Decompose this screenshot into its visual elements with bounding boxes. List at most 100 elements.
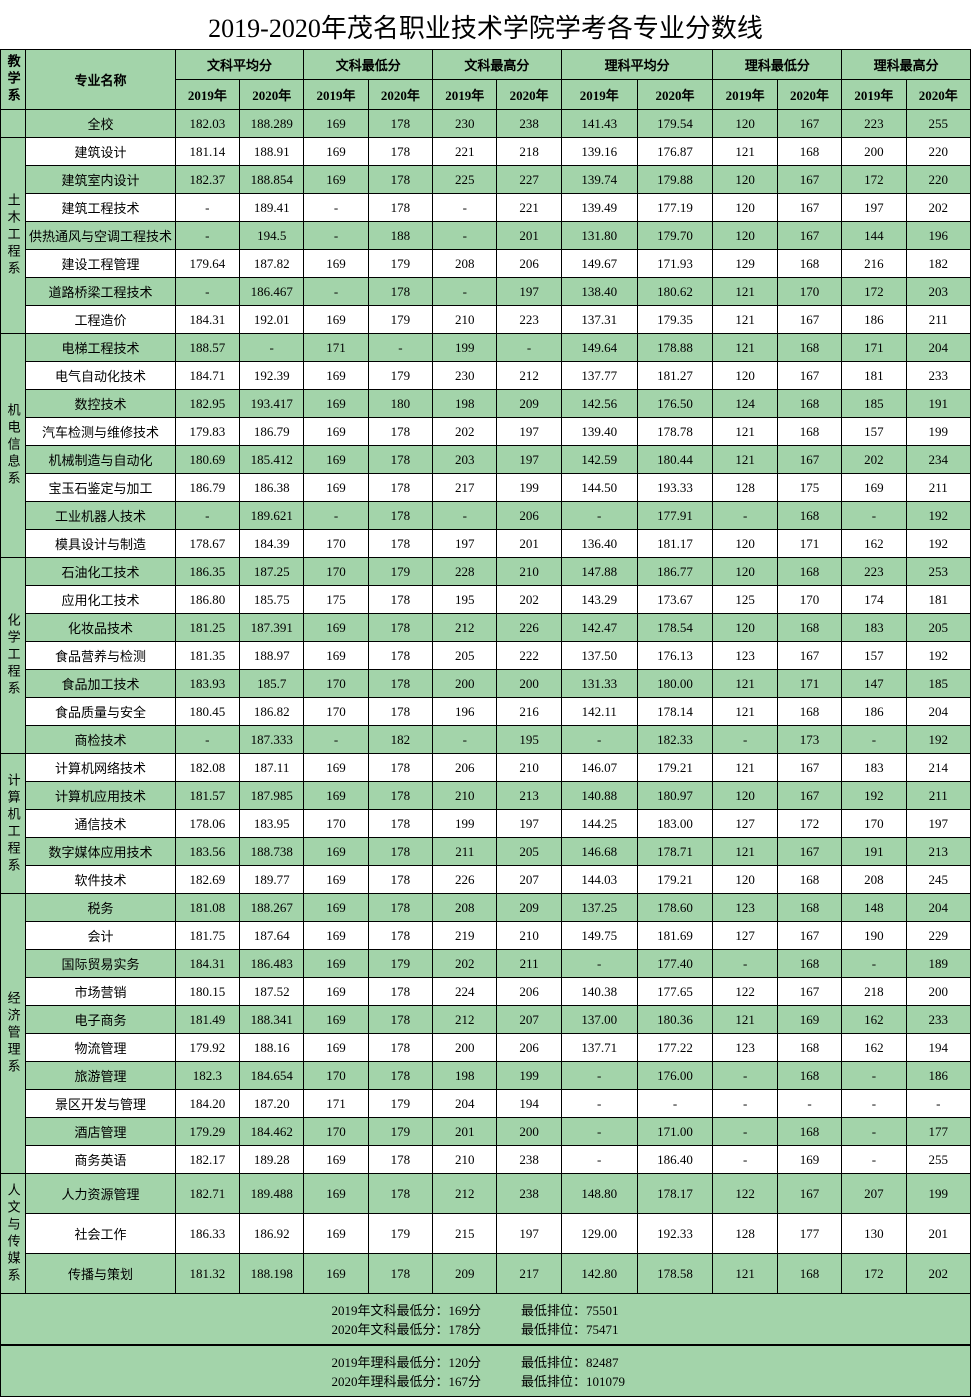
cell: 178: [368, 978, 432, 1006]
page-title: 2019-2020年茂名职业技术学院学考各专业分数线: [0, 0, 971, 49]
cell: 178: [368, 642, 432, 670]
cell: 200: [906, 978, 970, 1006]
cell: 188.854: [240, 166, 304, 194]
cell: 169: [304, 894, 368, 922]
header-group: 理科最低分: [713, 50, 842, 80]
cell: 171: [777, 530, 841, 558]
header-year: 2019年: [175, 80, 239, 110]
cell: 206: [497, 250, 561, 278]
cell: 182: [906, 250, 970, 278]
cell: 178: [368, 866, 432, 894]
table-row: 全校182.03188.289169178230238141.43179.541…: [1, 110, 971, 138]
cell: 178: [368, 1006, 432, 1034]
cell: 178.88: [637, 334, 713, 362]
cell: 179: [368, 1090, 432, 1118]
cell: 210: [433, 1146, 497, 1174]
cell: 142.80: [561, 1254, 637, 1294]
header-year: 2020年: [777, 80, 841, 110]
cell: 184.31: [175, 950, 239, 978]
cell: 215: [433, 1214, 497, 1254]
cell: 179.21: [637, 866, 713, 894]
cell: 142.56: [561, 390, 637, 418]
cell: 213: [906, 838, 970, 866]
cell: 200: [497, 670, 561, 698]
cell: 187.11: [240, 754, 304, 782]
cell: 宝玉石鉴定与加工: [26, 474, 175, 502]
cell: 157: [842, 642, 906, 670]
cell: 176.50: [637, 390, 713, 418]
cell: 136.40: [561, 530, 637, 558]
cell: 128: [713, 1214, 777, 1254]
dept-cell: 人文与传媒系: [1, 1174, 26, 1294]
cell: 202: [433, 418, 497, 446]
cell: 181: [842, 362, 906, 390]
header-group: 文科最低分: [304, 50, 433, 80]
header-year: 2019年: [304, 80, 368, 110]
cell: 模具设计与制造: [26, 530, 175, 558]
cell: -: [304, 194, 368, 222]
cell: 212: [433, 614, 497, 642]
cell: 230: [433, 110, 497, 138]
cell: 217: [433, 474, 497, 502]
cell: 167: [777, 362, 841, 390]
cell: 182.95: [175, 390, 239, 418]
cell: 汽车检测与维修技术: [26, 418, 175, 446]
cell: 187.333: [240, 726, 304, 754]
cell: 168: [777, 558, 841, 586]
cell: 238: [497, 110, 561, 138]
cell: 167: [777, 642, 841, 670]
cell: -: [175, 502, 239, 530]
cell: 景区开发与管理: [26, 1090, 175, 1118]
cell: 149.75: [561, 922, 637, 950]
cell: 180.15: [175, 978, 239, 1006]
cell: 193.33: [637, 474, 713, 502]
cell: 192: [906, 642, 970, 670]
cell: 176.00: [637, 1062, 713, 1090]
cell: 188.198: [240, 1254, 304, 1294]
cell: 172: [842, 166, 906, 194]
cell: 酒店管理: [26, 1118, 175, 1146]
cell: 188: [368, 222, 432, 250]
header-group: 文科平均分: [175, 50, 304, 80]
cell: 201: [906, 1214, 970, 1254]
cell: 120: [713, 530, 777, 558]
table-row: 软件技术182.69189.77169178226207144.03179.21…: [1, 866, 971, 894]
cell: 147: [842, 670, 906, 698]
cell: 137.71: [561, 1034, 637, 1062]
cell: 178: [368, 1254, 432, 1294]
cell: 205: [906, 614, 970, 642]
cell: 179: [368, 362, 432, 390]
cell: 食品质量与安全: [26, 698, 175, 726]
cell: 144.50: [561, 474, 637, 502]
cell: 233: [906, 362, 970, 390]
cell: 石油化工技术: [26, 558, 175, 586]
cell: 209: [433, 1254, 497, 1294]
cell: 223: [497, 306, 561, 334]
cell: -: [842, 1146, 906, 1174]
cell: 176.87: [637, 138, 713, 166]
cell: 180.44: [637, 446, 713, 474]
cell: 121: [713, 306, 777, 334]
cell: 120: [713, 110, 777, 138]
cell: 222: [497, 642, 561, 670]
table-row: 经济管理系税务181.08188.267169178208209137.2517…: [1, 894, 971, 922]
cell: -: [304, 278, 368, 306]
cell: 供热通风与空调工程技术: [26, 222, 175, 250]
cell: 178: [368, 110, 432, 138]
cell: -: [304, 502, 368, 530]
cell: 181.35: [175, 642, 239, 670]
cell: 186.467: [240, 278, 304, 306]
cell: 167: [777, 782, 841, 810]
cell: 185: [842, 390, 906, 418]
cell: 142.59: [561, 446, 637, 474]
header-year: 2020年: [906, 80, 970, 110]
cell: 162: [842, 1006, 906, 1034]
cell: 121: [713, 138, 777, 166]
cell: 208: [433, 250, 497, 278]
cell: -: [368, 334, 432, 362]
cell: 138.40: [561, 278, 637, 306]
cell: 181.17: [637, 530, 713, 558]
cell: 177: [777, 1214, 841, 1254]
footer-text: 2020年理科最低分：167分: [1, 1371, 521, 1390]
cell: -: [561, 950, 637, 978]
